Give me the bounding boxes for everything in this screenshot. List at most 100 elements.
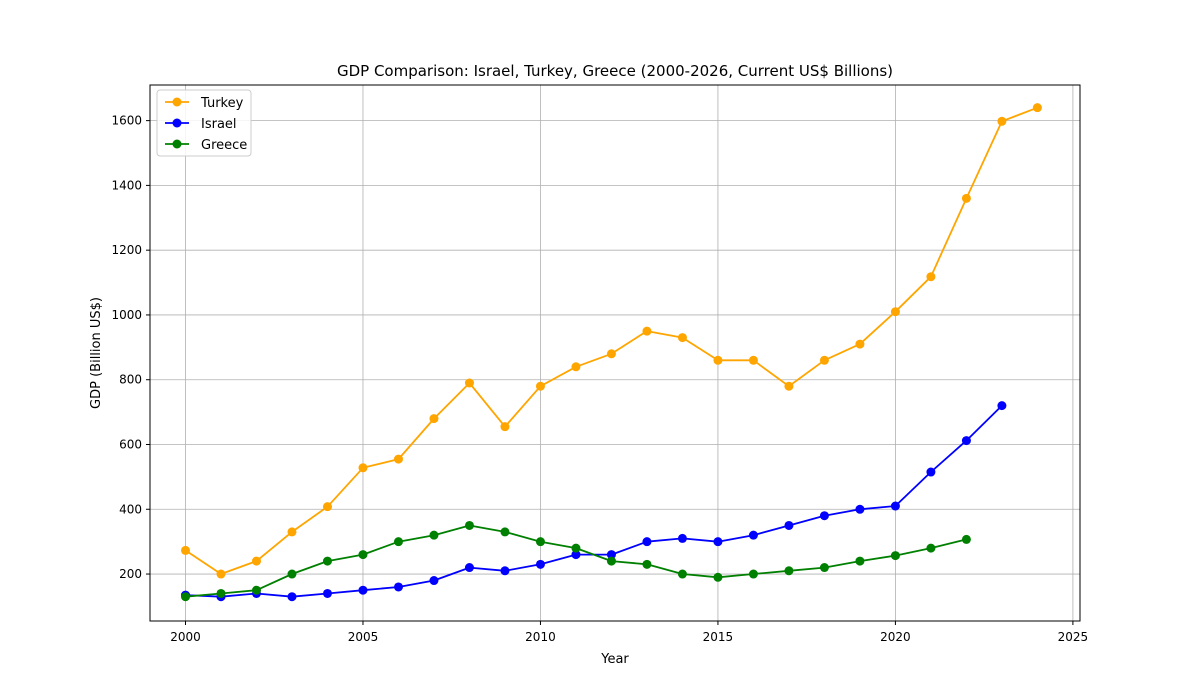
x-axis-label: Year [600, 652, 629, 667]
israel-point [784, 520, 794, 530]
israel-point [713, 537, 723, 547]
greece-point [393, 537, 403, 547]
turkey-point [216, 569, 226, 579]
legend-item-turkey: Turkey [165, 96, 244, 111]
turkey-point [500, 422, 510, 432]
israel-point [606, 550, 616, 560]
israel-point [677, 533, 687, 543]
israel-point [855, 504, 865, 514]
legend-label: Turkey [200, 96, 244, 111]
israel-point [393, 582, 403, 592]
greece-point [180, 592, 190, 602]
x-tick-label: 2005 [348, 630, 379, 644]
turkey-point [358, 463, 368, 473]
grid-lines [150, 85, 1080, 621]
x-tick-label: 2020 [880, 630, 911, 644]
greece-point [571, 543, 581, 553]
turkey-point [642, 326, 652, 336]
greece-point [819, 563, 829, 573]
greece-point [642, 559, 652, 569]
israel-point [961, 436, 971, 446]
y-axis-label: GDP (Billion US$) [89, 297, 104, 409]
israel-point [571, 550, 581, 560]
series-layer [180, 103, 1042, 602]
greece-point [855, 556, 865, 566]
turkey-point [748, 355, 758, 365]
turkey-point [393, 454, 403, 464]
greece-point [251, 585, 261, 595]
greece-point [748, 569, 758, 579]
turkey-point [961, 193, 971, 203]
legend: Turkey Israel Greece [156, 89, 252, 157]
greece-point [961, 534, 971, 544]
turkey-point [429, 414, 439, 424]
y-tick-label: 1600 [111, 114, 142, 128]
israel-point [464, 563, 474, 573]
y-tick-label: 400 [119, 502, 142, 516]
chart-title: GDP Comparison: Israel, Turkey, Greece (… [337, 62, 893, 80]
legend-item-greece: Greece [165, 138, 247, 153]
israel-point [890, 501, 900, 511]
legend-item-israel: Israel [165, 117, 237, 132]
israel-point [997, 401, 1007, 411]
y-tick-label: 200 [119, 567, 142, 581]
turkey-point [677, 333, 687, 343]
greece-point [216, 588, 226, 598]
y-tick-label: 1400 [111, 178, 142, 192]
greece-point [429, 530, 439, 540]
y-tick-label: 1200 [111, 243, 142, 257]
x-tick-label: 2025 [1058, 630, 1089, 644]
greece-point [464, 520, 474, 530]
turkey-point [855, 339, 865, 349]
israel-point [926, 467, 936, 477]
turkey-point [322, 502, 332, 512]
greece-point [322, 556, 332, 566]
turkey-point [251, 556, 261, 566]
x-tick-label: 2015 [703, 630, 734, 644]
turkey-point [713, 355, 723, 365]
y-tick-label: 800 [119, 373, 142, 387]
greece-point [287, 569, 297, 579]
turkey-point [784, 381, 794, 391]
legend-label: Greece [201, 138, 247, 153]
greece-point [535, 537, 545, 547]
plot-frame [149, 84, 1081, 622]
israel-point [322, 588, 332, 598]
israel-point [748, 530, 758, 540]
israel-point [819, 511, 829, 521]
legend-swatch-marker [172, 139, 182, 149]
legend-box [156, 89, 252, 157]
greece-point [358, 550, 368, 560]
legend-swatch-marker [172, 97, 182, 107]
turkey-point [571, 362, 581, 372]
turkey-point [287, 527, 297, 537]
turkey-point [464, 378, 474, 388]
greece-point [713, 572, 723, 582]
turkey-point [997, 116, 1007, 126]
turkey-point [180, 545, 190, 555]
turkey-point [535, 381, 545, 391]
turkey-point [1032, 103, 1042, 113]
greece-point [926, 543, 936, 553]
israel-point [287, 592, 297, 602]
series-turkey [180, 103, 1042, 579]
greece-point [784, 566, 794, 576]
y-tick-label: 600 [119, 437, 142, 451]
x-tick-label: 2000 [170, 630, 201, 644]
x-tick-label: 2010 [525, 630, 556, 644]
turkey-point [890, 307, 900, 317]
greece-point [500, 527, 510, 537]
legend-label: Israel [201, 117, 237, 132]
y-tick-label: 1000 [111, 308, 142, 322]
turkey-point [606, 349, 616, 359]
greece-point [890, 551, 900, 561]
series-greece [180, 520, 971, 602]
israel-point [535, 559, 545, 569]
israel-point [358, 585, 368, 595]
israel-point [500, 566, 510, 576]
greece-point [606, 556, 616, 566]
legend-swatch-marker [172, 118, 182, 128]
turkey-point [819, 355, 829, 365]
axis-ticks: 2000 2005 2010 2015 2020 2025 200 400 600 800 1000… [111, 114, 1088, 644]
